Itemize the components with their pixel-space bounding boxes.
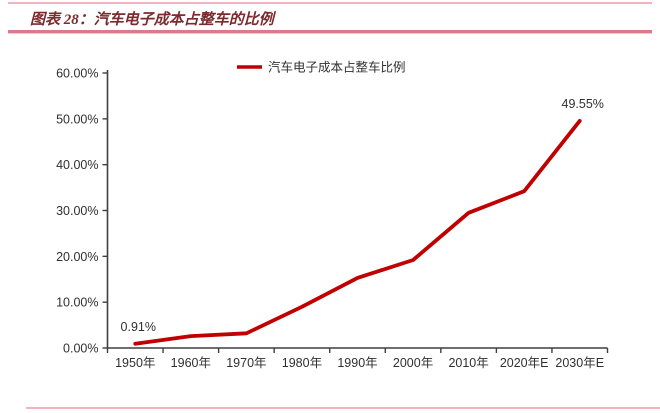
chart-title: 图表 28：汽车电子成本占整车的比例 bbox=[30, 12, 274, 28]
y-tick-label: 40.00% bbox=[56, 158, 98, 172]
point-label: 49.55% bbox=[562, 97, 604, 111]
x-tick-label: 2000年 bbox=[393, 356, 433, 370]
x-tick-label: 1990年 bbox=[337, 356, 377, 370]
y-tick-label: 20.00% bbox=[56, 250, 98, 264]
y-tick-label: 60.00% bbox=[56, 67, 98, 81]
bottom-divider bbox=[26, 407, 660, 409]
series-line bbox=[133, 119, 582, 346]
point-label: 0.91% bbox=[121, 320, 156, 334]
y-tick-label: 50.00% bbox=[56, 112, 98, 126]
top-divider bbox=[8, 2, 652, 4]
x-tick-label: 1960年 bbox=[171, 356, 211, 370]
x-tick-label: 2010年 bbox=[448, 356, 488, 370]
legend-label: 汽车电子成本占整车比例 bbox=[268, 60, 406, 75]
x-tick-label: 2020年E bbox=[500, 356, 549, 370]
y-tick-label: 30.00% bbox=[56, 204, 98, 218]
x-tick-label: 1970年 bbox=[226, 356, 266, 370]
x-tick-label: 1950年 bbox=[115, 356, 155, 370]
title-divider bbox=[8, 30, 652, 34]
y-tick-label: 10.00% bbox=[56, 296, 98, 310]
x-tick-label: 2030年E bbox=[555, 356, 604, 370]
x-tick-label: 1980年 bbox=[282, 356, 322, 370]
y-tick-label: 0.00% bbox=[63, 342, 98, 356]
